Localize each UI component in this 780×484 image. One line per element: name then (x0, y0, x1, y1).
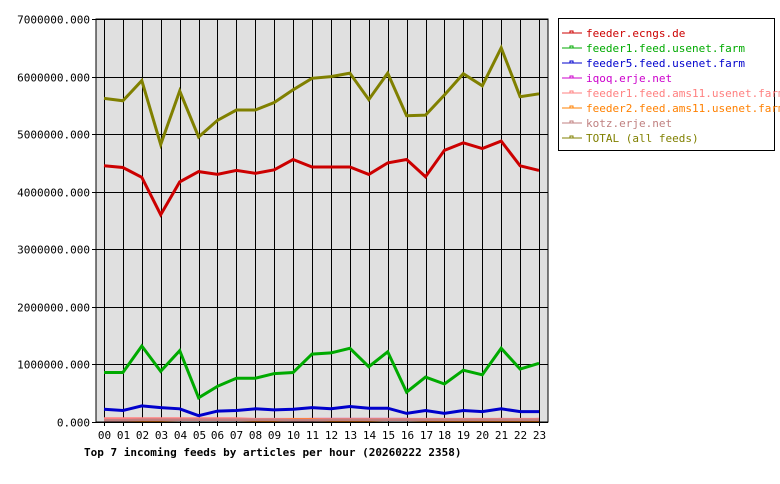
x-tick-label: 10 (287, 429, 300, 442)
y-tick-label: 1000000.000 (17, 359, 90, 372)
legend-label: kotz.erje.net (586, 117, 672, 130)
legend-label: feeder5.feed.usenet.farm (586, 57, 745, 70)
x-tick-label: 03 (155, 429, 168, 442)
legend-label: feeder1.feed.usenet.farm (586, 42, 745, 55)
legend-label: feeder2.feed.ams11.usenet.farm (586, 102, 780, 115)
x-tick-label: 02 (136, 429, 149, 442)
x-tick-labels: 00 01 02 03 04 05 06 07 08 09 10 11 12 13 14 15 16 17 18 19… (98, 429, 546, 442)
x-tick-label: 22 (514, 429, 527, 442)
x-tick-label: 23 (533, 429, 546, 442)
legend-label: feeder1.feed.ams11.usenet.farm (586, 87, 780, 100)
x-tick-label: 06 (211, 429, 224, 442)
x-tick-label: 08 (249, 429, 262, 442)
x-tick-label: 16 (401, 429, 414, 442)
x-tick-label: 09 (268, 429, 281, 442)
x-tick-label: 00 (98, 429, 111, 442)
y-tick-label: 3000000.000 (17, 244, 90, 257)
x-tick-label: 15 (382, 429, 395, 442)
x-tick-label: 21 (495, 429, 508, 442)
x-tick-label: 12 (325, 429, 338, 442)
y-tick-label: 2000000.000 (17, 302, 90, 315)
y-tick-labels: 0.000 1000000.000 2000000.000 3000000.000 40… (17, 14, 90, 430)
x-tick-label: 19 (457, 429, 470, 442)
x-tick-label: 20 (476, 429, 489, 442)
x-tick-label: 07 (230, 429, 243, 442)
x-tick-label: 01 (117, 429, 130, 442)
y-tick-label: 0.000 (57, 417, 90, 430)
plot-area (96, 19, 548, 422)
x-tick-label: 05 (193, 429, 206, 442)
legend: feeder.ecngs.de feeder1.feed.usenet.farm f… (559, 19, 780, 151)
x-tick-label: 11 (306, 429, 319, 442)
x-tick-label: 17 (420, 429, 433, 442)
y-tick-label: 4000000.000 (17, 187, 90, 200)
legend-label: iqoq.erje.net (586, 72, 672, 85)
y-tick-label: 7000000.000 (17, 14, 90, 27)
x-tick-label: 14 (363, 429, 377, 442)
legend-label: feeder.ecngs.de (586, 27, 685, 40)
x-tick-label: 18 (438, 429, 451, 442)
x-tick-label: 13 (344, 429, 357, 442)
y-tick-label: 5000000.000 (17, 129, 90, 142)
y-tick-label: 6000000.000 (17, 72, 90, 85)
chart-title: Top 7 incoming feeds by articles per hou… (84, 446, 462, 459)
x-tick-label: 04 (174, 429, 188, 442)
series-line-6 (104, 420, 539, 421)
legend-label: TOTAL (all feeds) (586, 132, 699, 145)
